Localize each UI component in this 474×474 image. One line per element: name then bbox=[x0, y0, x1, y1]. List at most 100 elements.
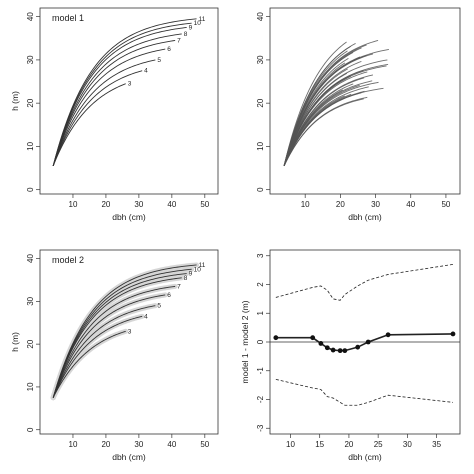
tree-curve bbox=[283, 74, 374, 167]
panel-tree-curves: 10 20 30 40 50 0 10 20 30 40 dbh (cm) bbox=[256, 7, 461, 222]
y-tick-label: 10 bbox=[26, 141, 35, 150]
curve-label: 5 bbox=[157, 303, 161, 310]
difference-point bbox=[310, 335, 316, 341]
curve-label: 10 bbox=[194, 20, 202, 27]
curve-label: 3 bbox=[128, 328, 132, 335]
y-tick-label: -1 bbox=[256, 367, 265, 375]
curve-label: 7 bbox=[177, 283, 181, 290]
y-tick-label: 20 bbox=[26, 98, 35, 107]
y-tick-label: 40 bbox=[256, 12, 265, 21]
x-tick-label: 15 bbox=[315, 440, 324, 449]
tree-curve bbox=[283, 54, 367, 167]
curve-5 bbox=[52, 59, 156, 167]
difference-point bbox=[273, 335, 279, 341]
x-axis-label: dbh (cm) bbox=[348, 212, 382, 222]
tree-curve bbox=[283, 43, 356, 166]
tree-curve bbox=[283, 80, 373, 167]
y-tick-label: 0 bbox=[26, 427, 35, 432]
difference-point bbox=[342, 348, 348, 354]
x-tick-label: 10 bbox=[286, 440, 295, 449]
tree-curve bbox=[283, 86, 369, 167]
x-tick-label: 30 bbox=[403, 440, 412, 449]
y-tick-label: 10 bbox=[256, 141, 265, 150]
curve-label: 8 bbox=[184, 31, 188, 38]
x-axis-label: dbh (cm) bbox=[348, 452, 382, 462]
y-tick-label: 0 bbox=[256, 187, 265, 192]
y-tick-label: 20 bbox=[256, 98, 265, 107]
x-tick-label: 40 bbox=[406, 200, 415, 209]
curve-label: 10 bbox=[194, 266, 202, 273]
difference-point bbox=[318, 341, 324, 346]
curve-label: 4 bbox=[144, 68, 148, 75]
plot-frame bbox=[39, 7, 219, 195]
curve-label: 6 bbox=[167, 46, 171, 53]
curve-label: 3 bbox=[128, 81, 132, 88]
difference-point bbox=[450, 331, 456, 337]
tree-curve bbox=[283, 41, 347, 166]
y-tick-label: 3 bbox=[256, 253, 265, 258]
tree-curve bbox=[283, 63, 389, 167]
curve-6 bbox=[52, 294, 166, 398]
curve-label: 9 bbox=[189, 24, 193, 31]
curve-3 bbox=[52, 330, 126, 398]
plot-frame bbox=[269, 7, 461, 195]
curve-3 bbox=[52, 83, 126, 167]
x-tick-label: 25 bbox=[374, 440, 383, 449]
x-tick-label: 10 bbox=[301, 200, 310, 209]
tree-curve bbox=[283, 40, 379, 166]
curve-4 bbox=[52, 70, 143, 167]
tree-curve bbox=[283, 59, 388, 167]
upper-bound-line bbox=[275, 263, 454, 301]
x-tick-label: 50 bbox=[200, 200, 209, 209]
y-tick-label: 0 bbox=[256, 339, 265, 344]
curve-8 bbox=[52, 277, 182, 398]
difference-point bbox=[385, 332, 391, 338]
curve-label: 4 bbox=[144, 313, 148, 320]
curve-7 bbox=[52, 39, 176, 167]
tree-curve bbox=[283, 87, 384, 167]
x-tick-label: 20 bbox=[101, 440, 110, 449]
difference-point bbox=[355, 344, 361, 350]
tree-curve bbox=[283, 81, 379, 167]
y-tick-label: 30 bbox=[26, 296, 35, 305]
curve-4 bbox=[52, 315, 143, 398]
y-tick-label: 10 bbox=[26, 382, 35, 391]
curve-label: 11 bbox=[199, 16, 206, 23]
x-axis-label: dbh (cm) bbox=[112, 452, 146, 462]
x-tick-label: 35 bbox=[432, 440, 441, 449]
difference-point bbox=[324, 345, 330, 351]
curve-7 bbox=[52, 285, 176, 398]
curve-label: 11 bbox=[199, 262, 206, 269]
y-axis-label: model 1 - model 2 (m) bbox=[240, 300, 250, 383]
curve-label: 5 bbox=[157, 57, 161, 64]
x-axis-label: dbh (cm) bbox=[112, 212, 146, 222]
curve-6 bbox=[52, 48, 166, 167]
y-tick-label: 0 bbox=[26, 187, 35, 192]
panel-title: model 2 bbox=[52, 255, 84, 265]
x-tick-label: 20 bbox=[344, 440, 353, 449]
curve-label: 7 bbox=[177, 37, 181, 44]
difference-point bbox=[337, 348, 343, 354]
y-tick-label: 20 bbox=[26, 339, 35, 348]
curve-label: 6 bbox=[167, 292, 171, 299]
x-tick-label: 10 bbox=[69, 440, 78, 449]
y-tick-label: 2 bbox=[256, 282, 265, 287]
panel-title: model 1 bbox=[52, 13, 84, 23]
y-tick-label: 40 bbox=[26, 254, 35, 263]
x-tick-label: 50 bbox=[441, 200, 450, 209]
x-tick-label: 20 bbox=[336, 200, 345, 209]
x-tick-label: 30 bbox=[134, 200, 143, 209]
x-tick-label: 30 bbox=[371, 200, 380, 209]
y-tick-label: 30 bbox=[256, 55, 265, 64]
y-axis-label: h (m) bbox=[10, 91, 20, 111]
curve-label: 9 bbox=[189, 271, 193, 278]
panel-model-difference: 10 15 20 25 30 35 -3 -2 -1 0 1 2 3 dbh (cm) model 1 - … bbox=[240, 249, 461, 462]
x-tick-label: 50 bbox=[200, 440, 209, 449]
y-tick-label: -2 bbox=[256, 395, 265, 403]
x-tick-label: 20 bbox=[101, 200, 110, 209]
x-tick-label: 30 bbox=[134, 440, 143, 449]
tree-curve bbox=[283, 96, 368, 167]
difference-point bbox=[330, 347, 336, 353]
difference-point bbox=[365, 339, 371, 345]
